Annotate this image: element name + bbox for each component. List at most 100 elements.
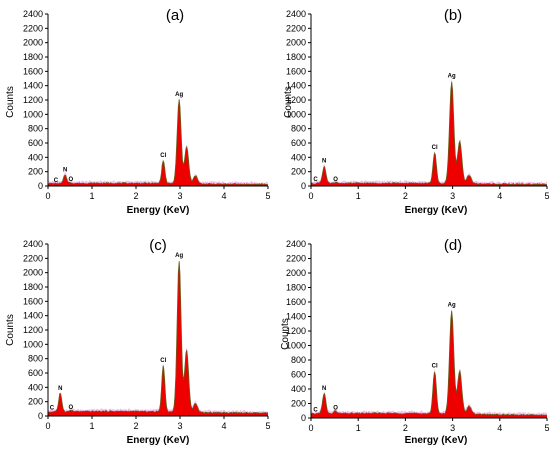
y-tick-label: 1400 — [286, 81, 306, 91]
y-tick-label: 600 — [28, 368, 43, 378]
y-tick-label: 1600 — [23, 296, 43, 306]
panel-c: 0 200 400 600 800 1000 1200 1400 1600 1800 2000 220… — [5, 237, 271, 446]
y-tick-label: 2000 — [286, 268, 306, 278]
y-tick-label: 1200 — [23, 325, 43, 335]
x-tick-label: 0 — [45, 421, 50, 431]
peak-label-o: O — [69, 405, 74, 411]
x-tick-label: 5 — [265, 421, 270, 431]
peak-label-ag: Ag — [448, 303, 456, 309]
y-tick-label: 1000 — [23, 109, 43, 119]
x-tick-label: 4 — [497, 191, 502, 201]
y-tick-label: 1400 — [23, 311, 43, 321]
y-tick-label: 1200 — [23, 95, 43, 105]
peak-label-cl: Cl — [160, 153, 166, 159]
x-tick-label: 2 — [403, 191, 408, 201]
peak-label-ag: Ag — [175, 92, 183, 98]
x-tick-label: 5 — [265, 191, 270, 201]
y-tick-label: 400 — [291, 384, 306, 394]
spectrum-line — [310, 81, 548, 186]
y-tick-label: 1200 — [286, 326, 306, 336]
y-tick-label: 200 — [28, 167, 43, 177]
y-tick-label: 2000 — [23, 268, 43, 278]
peak-label-ag: Ag — [175, 253, 183, 259]
x-tick-label: 1 — [356, 191, 361, 201]
y-tick-label: 1200 — [286, 95, 306, 105]
x-tick-label: 4 — [221, 191, 226, 201]
y-tick-label: 2400 — [286, 239, 306, 249]
peak-label-n: N — [322, 159, 326, 165]
x-tick-label: 3 — [450, 191, 455, 201]
panel-label: (b) — [444, 7, 462, 24]
x-tick-label: 0 — [308, 191, 313, 201]
y-tick-label: 2200 — [23, 253, 43, 263]
y-tick-label: 800 — [28, 124, 43, 134]
y-tick-label: 1000 — [23, 339, 43, 349]
y-tick-label: 0 — [38, 411, 43, 421]
peak-label-c: C — [54, 178, 59, 184]
y-tick-label: 0 — [301, 181, 306, 191]
x-axis-label: Energy (KeV) — [405, 205, 468, 216]
noise-halo — [48, 258, 268, 415]
peak-label-c: C — [313, 408, 318, 414]
y-tick-label: 200 — [291, 399, 306, 409]
x-tick-label: 1 — [356, 423, 361, 433]
spectrum-line — [48, 99, 269, 186]
x-tick-label: 2 — [403, 423, 408, 433]
spectrum-area — [311, 310, 547, 418]
x-axis-label: Energy (KeV) — [127, 435, 190, 446]
y-tick-label: 2200 — [286, 23, 306, 33]
y-tick-label: 600 — [291, 138, 306, 148]
peak-label-o: O — [333, 177, 338, 183]
panel-label: (d) — [444, 237, 462, 254]
y-tick-label: 2400 — [23, 239, 43, 249]
peak-label-n: N — [63, 167, 67, 173]
panel-a: 0 200 400 600 800 1000 1200 1400 1600 1800 2000 220… — [5, 7, 271, 216]
x-tick-label: 3 — [177, 191, 182, 201]
x-tick-label: 1 — [89, 191, 94, 201]
x-tick-label: 5 — [544, 423, 549, 433]
y-tick-label: 400 — [28, 382, 43, 392]
y-tick-label: 1400 — [286, 312, 306, 322]
y-axis-label: Counts — [283, 86, 294, 118]
y-axis-label: Counts — [280, 318, 291, 350]
y-tick-label: 1800 — [23, 52, 43, 62]
y-tick-label: 2000 — [286, 38, 306, 48]
peak-label-n: N — [322, 386, 326, 392]
x-tick-label: 5 — [544, 191, 549, 201]
y-tick-label: 800 — [28, 354, 43, 364]
y-tick-label: 1600 — [286, 66, 306, 76]
y-tick-label: 800 — [291, 355, 306, 365]
y-tick-label: 1600 — [23, 66, 43, 76]
y-tick-label: 1000 — [286, 109, 306, 119]
y-tick-label: 2200 — [23, 23, 43, 33]
x-tick-label: 3 — [450, 423, 455, 433]
x-tick-label: 2 — [133, 191, 138, 201]
y-axis-label: Counts — [5, 86, 16, 118]
y-tick-label: 2000 — [23, 38, 43, 48]
peak-label-cl: Cl — [432, 145, 438, 151]
y-tick-label: 2400 — [23, 9, 43, 19]
y-tick-label: 0 — [301, 413, 306, 423]
y-tick-label: 2200 — [286, 254, 306, 264]
y-tick-label: 1400 — [23, 81, 43, 91]
peak-label-c: C — [50, 406, 55, 412]
y-tick-label: 1800 — [286, 52, 306, 62]
spectrum-area — [311, 81, 547, 186]
peak-label-o: O — [69, 177, 74, 183]
peak-label-cl: Cl — [160, 358, 166, 364]
y-axis-label: Counts — [5, 314, 16, 346]
y-tick-label: 400 — [28, 152, 43, 162]
y-tick-label: 2400 — [286, 9, 306, 19]
y-tick-label: 1000 — [286, 341, 306, 351]
panel-label: (a) — [166, 7, 184, 24]
spectrum-area — [48, 99, 268, 186]
peak-label-ag: Ag — [448, 73, 456, 79]
spectrum-line — [311, 310, 548, 417]
spectrum-area — [48, 261, 268, 416]
noise-halo — [48, 96, 268, 186]
y-tick-label: 600 — [28, 138, 43, 148]
y-tick-label: 1800 — [286, 283, 306, 293]
y-tick-label: 800 — [291, 124, 306, 134]
x-tick-label: 0 — [45, 191, 50, 201]
y-tick-label: 400 — [291, 152, 306, 162]
